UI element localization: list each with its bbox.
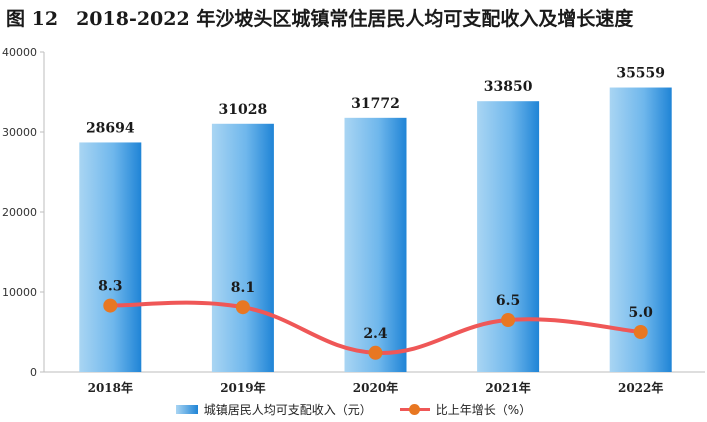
growth-value-label: 5.0 <box>629 305 654 321</box>
chart-title: 图 12 2018-2022 年沙坡头区城镇常住居民人均可支配收入及增长速度 <box>6 4 633 31</box>
y-tick-label: 20000 <box>2 206 37 219</box>
growth-marker <box>368 345 383 360</box>
x-tick-label: 2021年 <box>485 380 530 395</box>
title-text: 2018-2022 年沙坡头区城镇常住居民人均可支配收入及增长速度 <box>76 8 634 30</box>
growth-marker <box>633 325 648 339</box>
x-tick-label: 2019年 <box>220 380 265 395</box>
bar-value-label: 33850 <box>484 79 533 95</box>
legend-swatch-bar <box>175 404 198 414</box>
legend-item-growth: 比上年增长（%） <box>399 401 532 418</box>
y-tick-label: 10000 <box>2 286 37 299</box>
growth-value-label: 6.5 <box>496 293 520 309</box>
bar <box>344 117 407 372</box>
figure-number: 图 12 <box>6 8 59 30</box>
y-axis: 0 10000 20000 30000 40000 2018年 2019年 2020年 2021… <box>2 46 705 395</box>
growth-value-label: 8.3 <box>98 279 122 295</box>
bar <box>79 142 142 372</box>
y-tick-label: 0 <box>30 366 37 379</box>
legend: 城镇居民人均可支配收入（元） 比上年增长（%） <box>0 398 707 420</box>
line-series: 8.3 8.1 2.4 6.5 5.0 <box>98 279 653 360</box>
y-tick-label: 30000 <box>2 126 37 139</box>
bar <box>211 123 274 372</box>
bar-value-label: 35559 <box>616 66 665 82</box>
legend-label-income: 城镇居民人均可支配收入（元） <box>203 402 372 417</box>
bar-value-label: 28694 <box>86 120 135 136</box>
bar-value-label: 31028 <box>219 102 268 118</box>
growth-marker <box>235 300 250 315</box>
legend-swatch-line <box>399 404 430 415</box>
bar <box>609 87 672 372</box>
x-tick-label: 2020年 <box>353 380 398 395</box>
growth-marker <box>103 298 118 313</box>
growth-value-label: 8.1 <box>231 280 255 296</box>
x-tick-label: 2018年 <box>88 380 133 395</box>
growth-value-label: 2.4 <box>363 326 388 342</box>
legend-item-income: 城镇居民人均可支配收入（元） <box>175 401 372 418</box>
y-tick-label: 40000 <box>2 46 37 59</box>
x-tick-label: 2022年 <box>618 380 663 395</box>
legend-label-growth: 比上年增长（%） <box>435 402 532 417</box>
bar-series: 28694 31028 31772 33850 35559 <box>79 66 672 372</box>
growth-marker <box>501 313 516 327</box>
bar <box>477 101 540 372</box>
bar-value-label: 31772 <box>351 96 400 112</box>
